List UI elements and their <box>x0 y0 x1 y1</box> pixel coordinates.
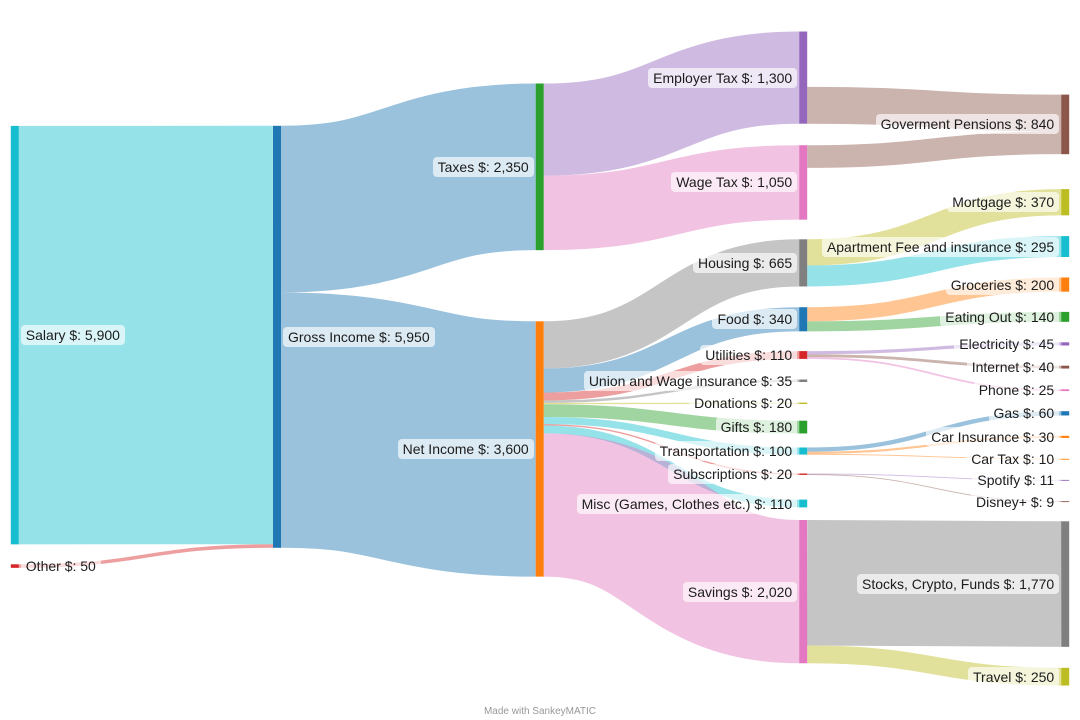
node-mortgage <box>1061 189 1070 216</box>
node-carinsurance <box>1061 435 1070 438</box>
node-subscriptions <box>799 473 808 475</box>
node-donations <box>799 402 808 405</box>
node-label-eatingout: Eating Out $: 140 <box>940 306 1060 327</box>
node-label-travel: Travel $: 250 <box>968 666 1060 687</box>
node-utilities <box>799 351 808 359</box>
node-phone <box>1061 389 1070 392</box>
node-label-donations: Donations $: 20 <box>689 393 798 414</box>
node-label-union: Union and Wage insurance $: 35 <box>583 370 798 391</box>
node-electricity <box>1061 342 1070 346</box>
node-apartment <box>1061 236 1070 258</box>
node-label-gross: Gross Income $: 5,950 <box>283 326 435 347</box>
node-wage <box>799 145 808 220</box>
node-eatingout <box>1061 311 1070 322</box>
node-disney <box>1061 501 1070 503</box>
node-groceries <box>1061 277 1070 292</box>
node-label-gifts: Gifts $: 180 <box>715 417 798 438</box>
node-travel <box>1061 667 1070 686</box>
credit-text: Made with SankeyMATIC <box>483 706 597 717</box>
node-pensions <box>1061 94 1070 155</box>
node-label-other: Other $: 50 <box>20 556 101 577</box>
node-label-transportation: Transportation $: 100 <box>654 441 798 462</box>
node-label-apartment: Apartment Fee and insurance $: 295 <box>821 236 1060 257</box>
node-label-internet: Internet $: 40 <box>966 357 1060 378</box>
node-label-employer: Employer Tax $: 1,300 <box>648 67 798 88</box>
node-label-subscriptions: Subscriptions $: 20 <box>668 464 798 485</box>
node-label-groceries: Groceries $: 200 <box>945 274 1060 295</box>
node-other <box>10 564 19 568</box>
node-misc <box>799 499 808 508</box>
node-cartax <box>1061 458 1070 460</box>
node-salary <box>10 125 19 545</box>
node-gross <box>273 125 281 548</box>
node-label-cartax: Car Tax $: 10 <box>966 449 1060 470</box>
node-label-salary: Salary $: 5,900 <box>20 325 125 346</box>
node-label-housing: Housing $: 665 <box>693 252 798 273</box>
node-taxes <box>535 83 544 251</box>
node-label-utilities: Utilities $: 110 <box>700 345 798 365</box>
node-label-disney: Disney+ $: 9 <box>970 491 1060 512</box>
flow-employer-pensions <box>807 86 1062 132</box>
node-transportation <box>799 447 808 455</box>
node-label-net: Net Income $: 3,600 <box>397 438 534 459</box>
node-label-electricity: Electricity $: 45 <box>954 333 1060 354</box>
node-label-carinsurance: Car Insurance $: 30 <box>926 426 1060 447</box>
node-savings <box>799 520 808 664</box>
node-spotify <box>1061 479 1070 481</box>
node-label-food: Food $: 340 <box>712 309 798 330</box>
node-label-spotify: Spotify $: 11 <box>972 470 1060 491</box>
node-label-misc: Misc (Games, Clothes etc.) $: 110 <box>576 493 798 514</box>
node-label-stocks: Stocks, Crypto, Funds $: 1,770 <box>856 574 1060 595</box>
node-label-mortgage: Mortgage $: 370 <box>947 192 1060 213</box>
flow-net-savings <box>541 433 802 664</box>
node-gifts <box>799 420 808 434</box>
node-net <box>535 321 544 577</box>
flow-wage-pensions <box>807 131 1062 168</box>
node-label-wage: Wage Tax $: 1,050 <box>671 172 798 193</box>
node-housing <box>799 239 808 287</box>
node-internet <box>1061 365 1070 369</box>
node-union <box>799 379 808 382</box>
node-label-gas: Gas $: 60 <box>988 403 1060 424</box>
node-stocks <box>1061 521 1070 647</box>
node-label-taxes: Taxes $: 2,350 <box>432 156 534 177</box>
node-food <box>799 307 808 332</box>
node-label-phone: Phone $: 25 <box>973 380 1060 401</box>
node-gas <box>1061 411 1070 416</box>
node-label-savings: Savings $: 2,020 <box>682 581 798 602</box>
node-employer <box>799 31 808 124</box>
node-label-pensions: Goverment Pensions $: 840 <box>875 114 1060 135</box>
